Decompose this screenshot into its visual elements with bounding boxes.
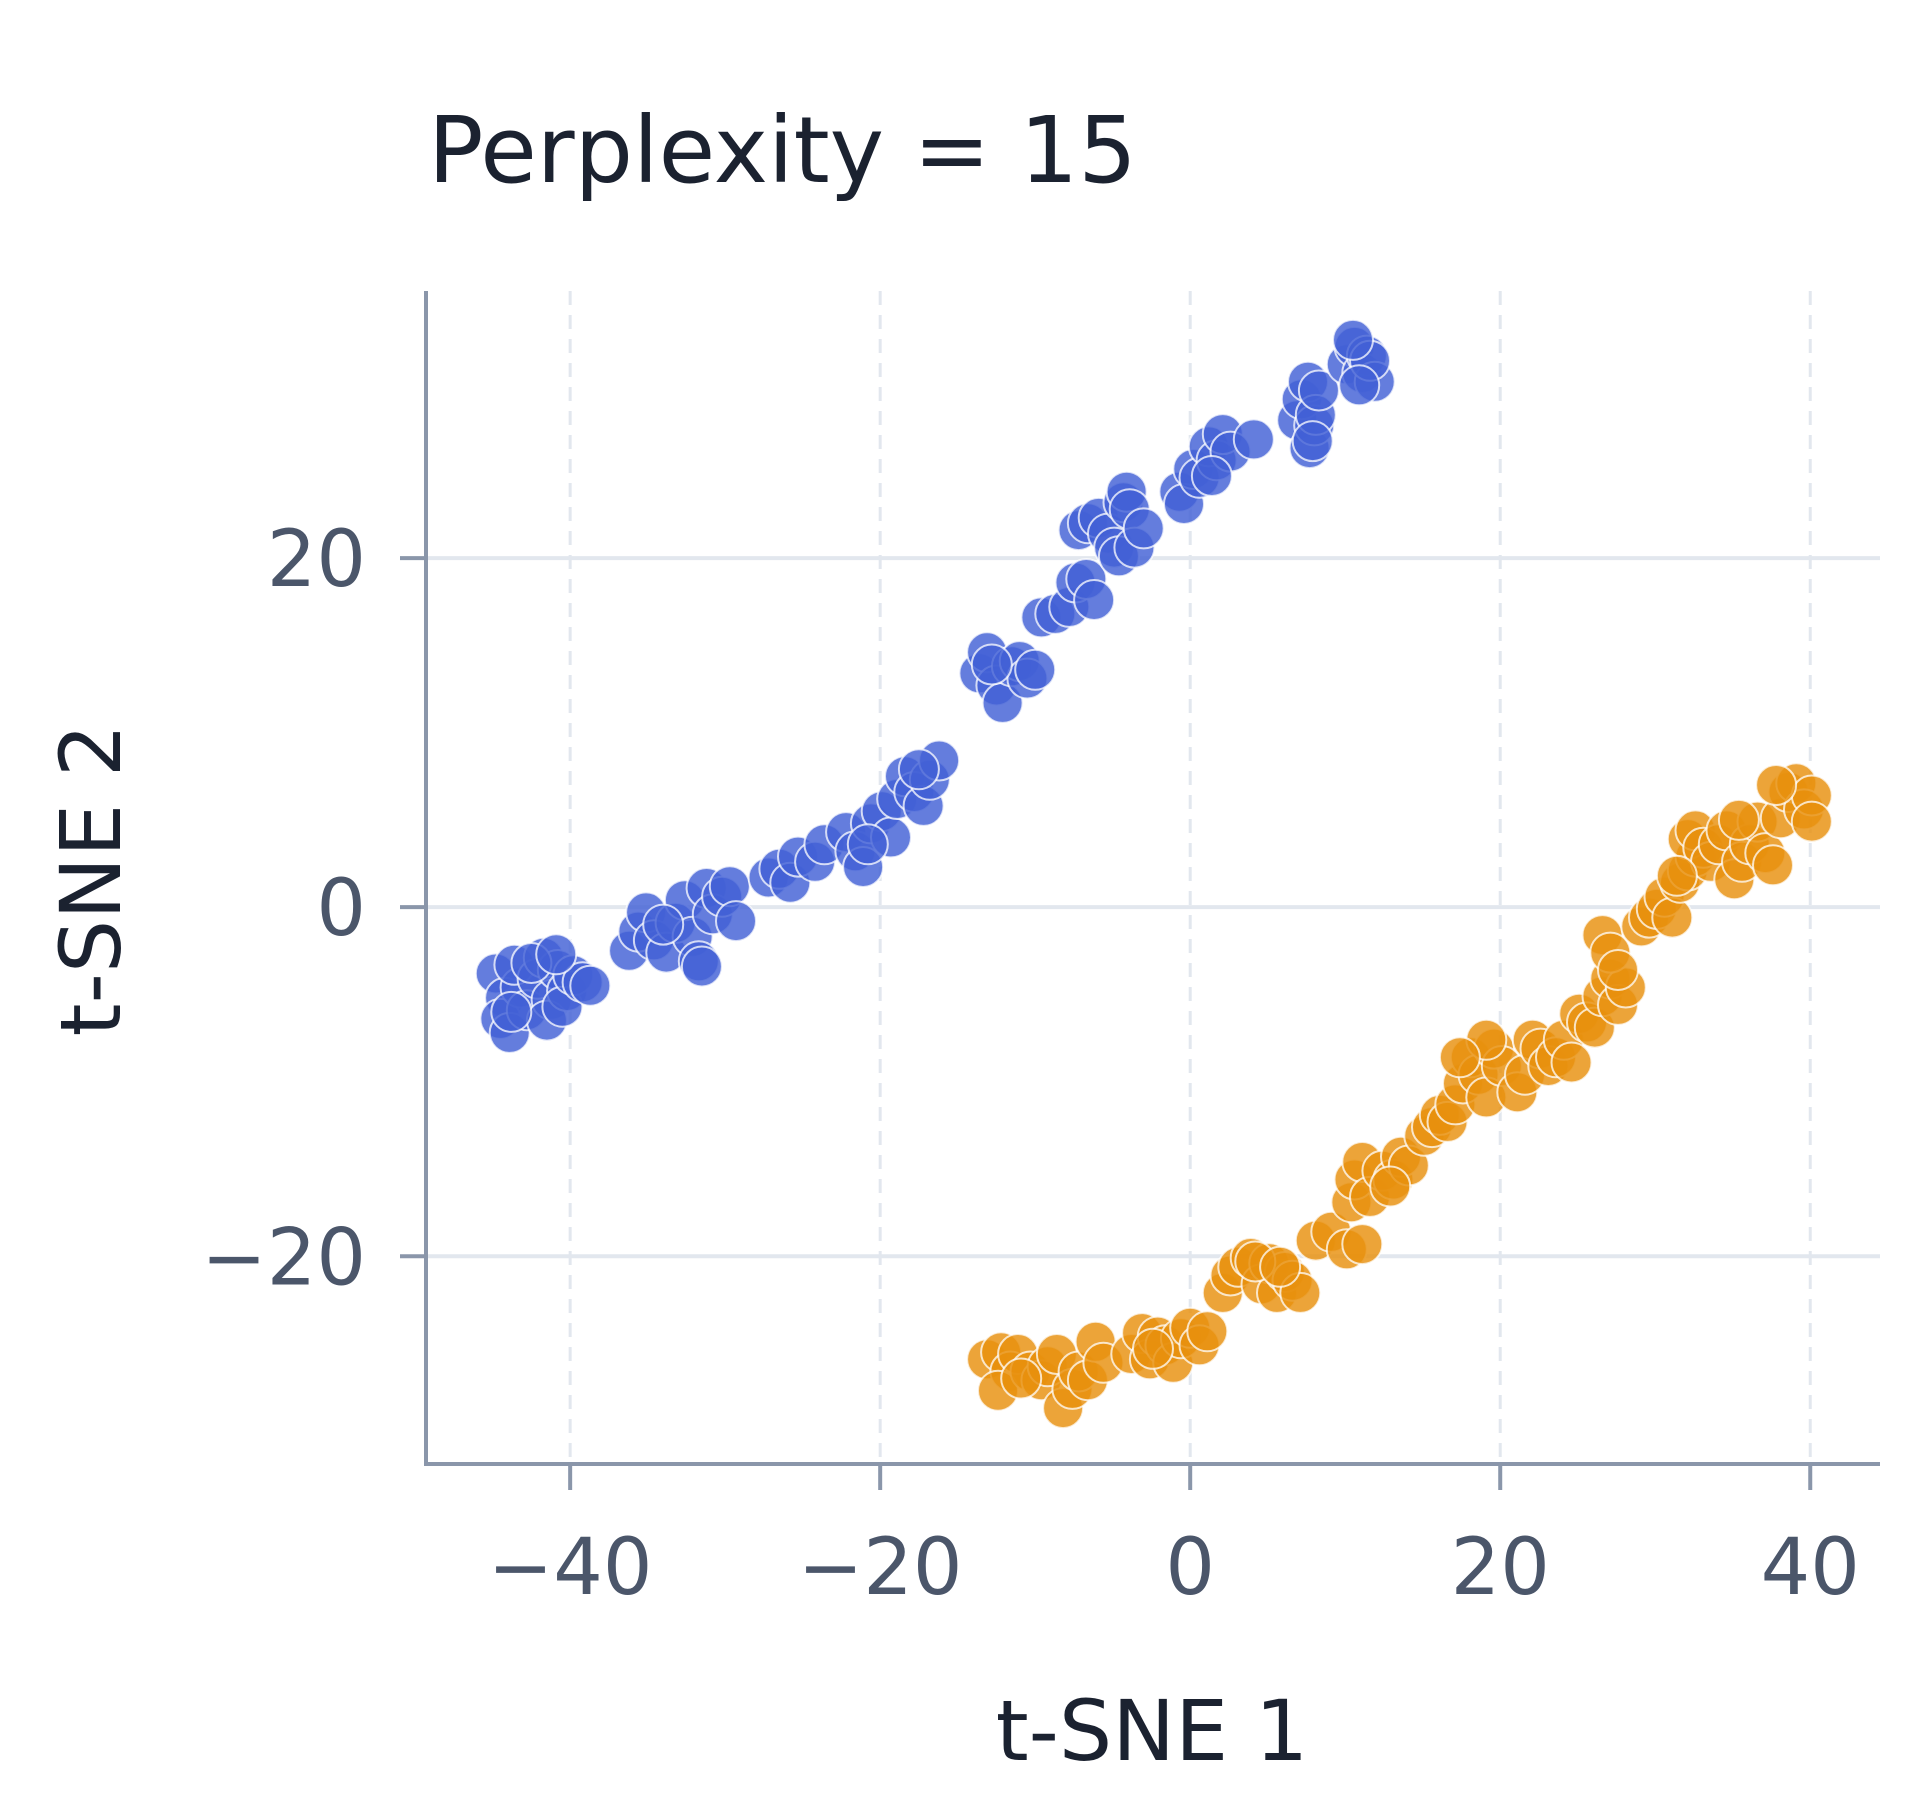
data-point [1259, 1245, 1302, 1288]
y-tick-label: 20 [267, 515, 366, 605]
data-point [1291, 420, 1334, 463]
data-point [1651, 896, 1694, 939]
data-point [1122, 507, 1165, 550]
data-point [1655, 854, 1698, 897]
x-axis-label: t-SNE 1 [996, 1682, 1309, 1780]
data-point [1752, 844, 1794, 887]
data-point [535, 933, 578, 976]
data-point [1438, 1036, 1481, 1079]
data-point [1338, 364, 1381, 407]
data-point [642, 903, 685, 946]
x-tick-label: 40 [1761, 1523, 1860, 1613]
data-point [715, 900, 757, 943]
data-point [1790, 800, 1833, 843]
y-tick-label: 0 [316, 864, 366, 954]
data-point [1369, 1165, 1412, 1208]
data-point [970, 643, 1013, 686]
x-tick-label: 0 [1165, 1523, 1215, 1613]
data-point [897, 748, 940, 791]
x-tick-label: −40 [488, 1523, 653, 1613]
data-point [1341, 1223, 1384, 1266]
data-point [1332, 318, 1374, 361]
chart-title: Perplexity = 15 [428, 97, 1137, 204]
data-point [569, 964, 612, 1007]
data-point [1190, 455, 1233, 497]
data-point [1550, 1041, 1593, 1084]
x-tick-label: −20 [798, 1523, 963, 1613]
data-point [708, 865, 751, 908]
data-point [1232, 418, 1275, 461]
y-tick-label: −20 [201, 1213, 366, 1303]
y-axis-label: t-SNE 2 [42, 724, 140, 1037]
data-points [474, 318, 1833, 1430]
axis-ticks: −40 −20 0 20 40 −20 0 20 [201, 515, 1859, 1613]
data-point [1073, 579, 1116, 621]
data-point [1132, 1327, 1174, 1370]
axes [424, 291, 1880, 1466]
data-point [680, 945, 723, 988]
data-point [1717, 798, 1760, 841]
data-point [1186, 1310, 1229, 1353]
data-point [1597, 949, 1639, 991]
data-point [1014, 648, 1057, 691]
x-tick-label: 20 [1451, 1523, 1550, 1613]
data-point [490, 990, 533, 1033]
data-point [1000, 1357, 1043, 1400]
data-point [1755, 764, 1798, 806]
data-point [846, 823, 889, 866]
